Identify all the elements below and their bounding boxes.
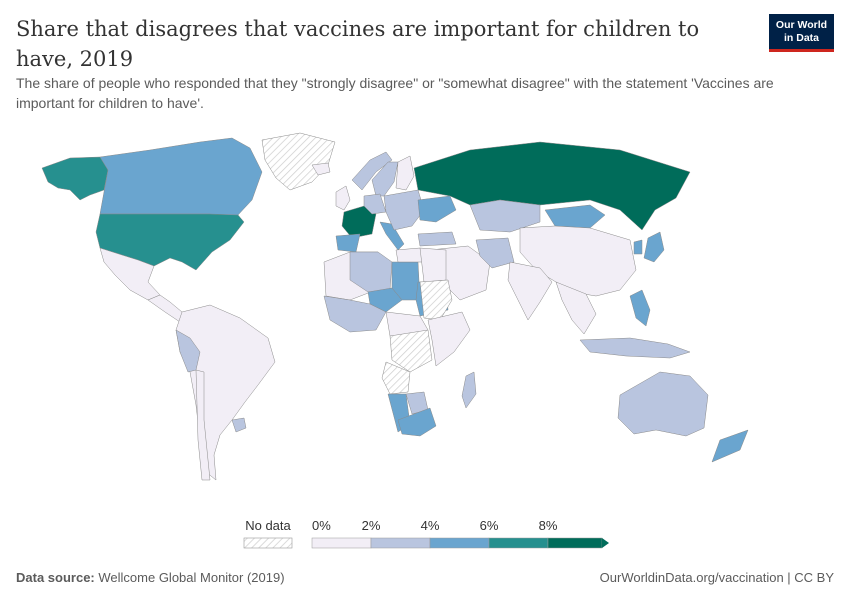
region-libya[interactable] bbox=[395, 247, 425, 263]
data-source: Data source: Wellcome Global Monitor (20… bbox=[16, 570, 285, 585]
owid-logo[interactable]: Our World in Data bbox=[769, 14, 834, 52]
region-madagascar[interactable] bbox=[461, 371, 477, 409]
legend-tick-label: 4% bbox=[421, 518, 440, 533]
legend-bin bbox=[311, 537, 372, 549]
region-southeast-asia[interactable] bbox=[555, 281, 597, 335]
region-spain[interactable] bbox=[335, 233, 361, 253]
legend-tick-label: 8% bbox=[539, 518, 558, 533]
region-korea[interactable] bbox=[633, 239, 643, 255]
region-congo-dr[interactable] bbox=[389, 329, 433, 373]
region-new-zealand[interactable] bbox=[711, 429, 749, 463]
region-mongolia[interactable] bbox=[544, 204, 606, 229]
logo-line-2: in Data bbox=[783, 32, 819, 44]
region-finland[interactable] bbox=[395, 155, 415, 191]
world-map bbox=[41, 132, 749, 481]
region-alaska[interactable] bbox=[41, 156, 109, 201]
region-philippines[interactable] bbox=[629, 289, 651, 327]
legend-bin bbox=[547, 537, 603, 549]
region-ukraine[interactable] bbox=[417, 195, 457, 223]
region-iceland[interactable] bbox=[311, 162, 331, 176]
region-eritrea[interactable] bbox=[419, 279, 453, 321]
region-greenland[interactable] bbox=[261, 132, 336, 191]
legend-bin bbox=[370, 537, 431, 549]
region-norway[interactable] bbox=[351, 151, 393, 191]
source-label: Data source: bbox=[16, 570, 95, 585]
region-angola[interactable] bbox=[381, 361, 411, 395]
region-turkey[interactable] bbox=[417, 231, 457, 247]
legend-nodata-label: No data bbox=[245, 518, 291, 533]
legend-tick-label: 6% bbox=[480, 518, 499, 533]
source-text: Wellcome Global Monitor (2019) bbox=[98, 570, 285, 585]
region-uruguay[interactable] bbox=[231, 417, 247, 433]
region-canada[interactable] bbox=[99, 137, 263, 223]
region-indonesia[interactable] bbox=[579, 337, 691, 359]
legend: No data 0% 2% 4% 6% 8% bbox=[243, 518, 609, 549]
legend-tick-label: 2% bbox=[362, 518, 381, 533]
chart-subtitle: The share of people who responded that t… bbox=[16, 75, 774, 111]
region-germany[interactable] bbox=[363, 193, 387, 215]
region-australia[interactable] bbox=[617, 371, 709, 437]
region-east-africa[interactable] bbox=[427, 311, 471, 367]
region-egypt[interactable] bbox=[419, 247, 447, 283]
region-iran[interactable] bbox=[475, 237, 515, 269]
region-south-africa[interactable] bbox=[397, 407, 437, 437]
legend-bin bbox=[488, 537, 549, 549]
legend-bin bbox=[429, 537, 490, 549]
region-niger[interactable] bbox=[367, 287, 403, 313]
region-russia[interactable] bbox=[413, 141, 691, 231]
chart-title: Share that disagrees that vaccines are i… bbox=[16, 17, 700, 71]
region-south-america[interactable] bbox=[175, 304, 276, 481]
region-west-africa[interactable] bbox=[323, 295, 387, 333]
region-india[interactable] bbox=[507, 261, 553, 321]
logo-line-1: Our World bbox=[775, 19, 828, 31]
region-chile[interactable] bbox=[195, 369, 211, 481]
region-japan[interactable] bbox=[643, 231, 665, 263]
legend-nodata-swatch bbox=[243, 537, 293, 549]
region-united-kingdom[interactable] bbox=[335, 185, 351, 211]
legend-tick-label: 0% bbox=[312, 518, 331, 533]
region-italy[interactable] bbox=[379, 221, 405, 251]
region-kazakhstan[interactable] bbox=[469, 199, 541, 233]
legend-arrow bbox=[602, 538, 609, 548]
footer-url[interactable]: OurWorldinData.org/vaccination | CC BY bbox=[599, 570, 834, 585]
